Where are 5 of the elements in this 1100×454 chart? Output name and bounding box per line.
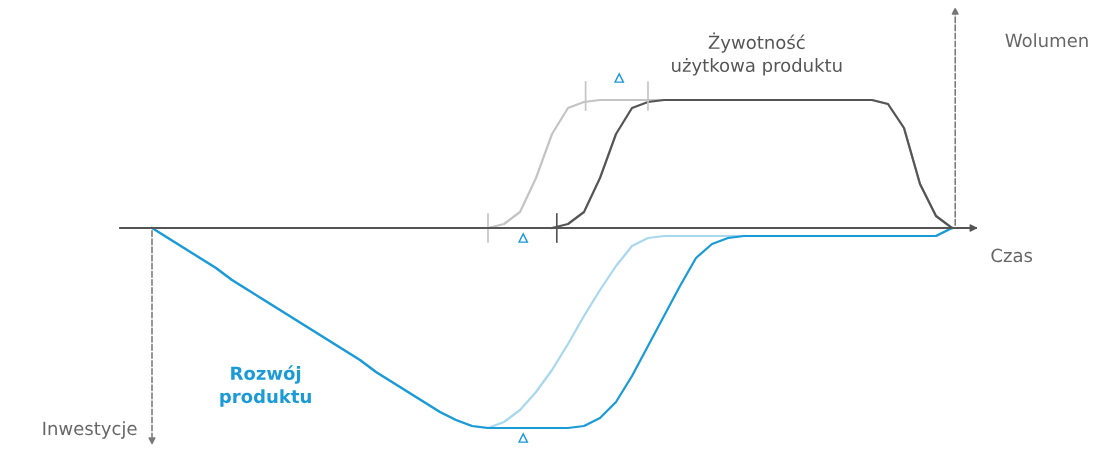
- text: Inwestycje: [43, 421, 137, 439]
- series-label: Rozwój produktu: [220, 365, 311, 407]
- text: Czas: [991, 248, 1033, 263]
- series-label: Żywotność użytkowa produktu: [672, 32, 842, 76]
- text: Wolumen: [1005, 33, 1088, 48]
